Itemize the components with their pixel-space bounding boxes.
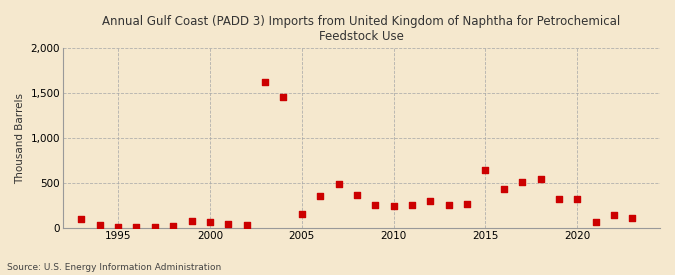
Point bbox=[572, 197, 583, 201]
Point bbox=[278, 95, 289, 99]
Point bbox=[388, 204, 399, 208]
Point bbox=[113, 225, 124, 229]
Point bbox=[168, 224, 179, 228]
Point bbox=[462, 202, 472, 206]
Point bbox=[591, 219, 601, 224]
Point bbox=[554, 197, 564, 201]
Point bbox=[205, 219, 215, 224]
Point bbox=[627, 216, 638, 220]
Point bbox=[131, 224, 142, 229]
Point bbox=[425, 199, 436, 203]
Point bbox=[76, 216, 86, 221]
Point bbox=[95, 223, 105, 227]
Title: Annual Gulf Coast (PADD 3) Imports from United Kingdom of Naphtha for Petrochemi: Annual Gulf Coast (PADD 3) Imports from … bbox=[103, 15, 620, 43]
Point bbox=[149, 225, 160, 229]
Point bbox=[498, 187, 509, 191]
Point bbox=[406, 202, 417, 207]
Point bbox=[609, 213, 620, 217]
Point bbox=[352, 192, 362, 197]
Point bbox=[241, 223, 252, 227]
Point bbox=[315, 193, 325, 198]
Point bbox=[223, 222, 234, 227]
Point bbox=[333, 182, 344, 186]
Point bbox=[480, 167, 491, 172]
Point bbox=[296, 212, 307, 216]
Point bbox=[517, 180, 528, 184]
Point bbox=[443, 202, 454, 207]
Text: Source: U.S. Energy Information Administration: Source: U.S. Energy Information Administ… bbox=[7, 263, 221, 272]
Point bbox=[260, 80, 271, 84]
Point bbox=[535, 176, 546, 181]
Y-axis label: Thousand Barrels: Thousand Barrels bbox=[15, 93, 25, 184]
Point bbox=[186, 219, 197, 223]
Point bbox=[370, 202, 381, 207]
